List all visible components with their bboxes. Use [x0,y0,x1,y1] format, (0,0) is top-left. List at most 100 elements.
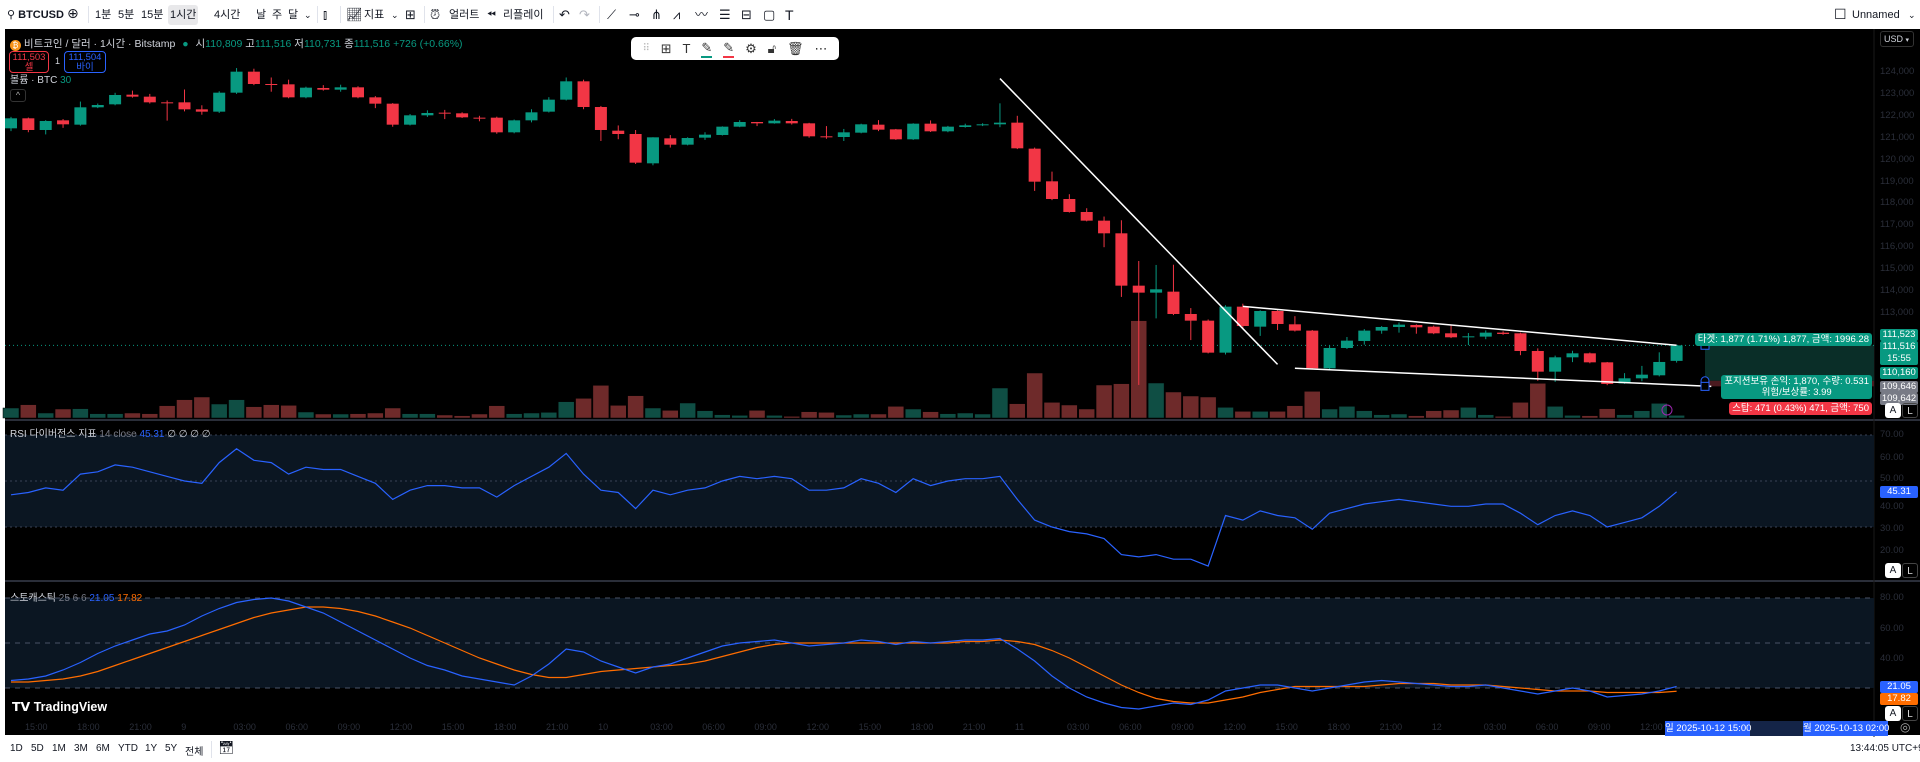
volume-legend: 볼륨 · BTC 30 [10,75,71,87]
interval-chevron-down-icon[interactable]: ⌄ [304,10,312,20]
range-ytd[interactable]: YTD [118,743,138,754]
rsi-log-scale-button[interactable]: L [1902,563,1918,578]
elliott-wave-tool-icon[interactable]: 〰 [695,7,709,22]
interval-4h[interactable]: 4시간 [214,9,241,21]
candle-body [1323,347,1336,369]
volume-bar [870,413,887,419]
buy-button[interactable]: 111,504 바이 [64,51,106,73]
range-6m[interactable]: 6M [96,743,110,754]
range-5d[interactable]: 5D [31,743,44,754]
horizontal-ray-tool-icon[interactable]: ⊸ [629,7,640,22]
layout-checkbox[interactable]: ☐ [1834,6,1847,22]
currency-select[interactable]: USD ▾ [1880,31,1914,47]
candle-body [1445,333,1458,338]
redo-icon[interactable]: ↷ [579,7,590,22]
rsi-legend[interactable]: RSI 다이버전스 지표 14 close 45.31 ∅ ∅ ∅ ∅ [10,425,210,440]
candle-body [542,99,555,112]
interval-15m[interactable]: 15분 [141,9,164,21]
rsi-auto-scale-button[interactable]: A [1885,563,1901,578]
replay-icon[interactable]: ⏪︎ [487,9,496,21]
position-pnl-label[interactable]: 포지션보유 손익: 1,870, 수량: 0.531 위험/보상률: 3.99 [1721,375,1872,399]
interval-1h[interactable]: 1시간 [168,5,199,25]
price-tag-text: 109,646 [1881,381,1917,392]
settings-gear-icon[interactable]: ⚙ [745,40,757,56]
position-target-label[interactable]: 타겟: 1,877 (1.71%) 1,877, 금액: 1996.28 [1694,333,1872,346]
volume-bar [20,404,37,419]
candle-body [1150,289,1163,293]
price-tag: 111,516 15:55 [1880,341,1918,365]
price-tag: 111,523 [1880,329,1918,341]
trash-icon[interactable]: 🗑︎ [787,40,804,56]
time-tick-label: 06:00 [285,722,309,732]
layout-chevron-down-icon[interactable]: ⌄ [1908,10,1916,20]
range-all[interactable]: 전체 [185,747,204,758]
range-1d[interactable]: 1D [10,743,23,754]
stoch-log-scale-button[interactable]: L [1902,706,1918,721]
text-style-icon[interactable]: T [682,41,691,56]
pitchfork-tool-icon[interactable]: ⋔ [651,7,662,22]
symbol-title[interactable]: 비트코인 / 달러 · 1시간 · Bitstamp [23,38,176,50]
candle-body [1306,330,1319,369]
range-5y[interactable]: 5Y [165,743,178,754]
text-tool-icon[interactable]: T [785,7,794,23]
stoch-tick-label: 60.00 [1880,622,1904,634]
log-scale-button[interactable]: L [1902,403,1918,418]
range-3m[interactable]: 3M [74,743,88,754]
stoch-auto-scale-button[interactable]: A [1885,706,1901,721]
sell-label: 셀 [24,62,34,73]
candle-body [681,138,694,145]
search-icon: ⚲ [7,9,16,21]
layout-name[interactable]: Unnamed [1852,9,1900,21]
interval-1m[interactable]: 1분 [95,9,112,21]
drag-handle-icon[interactable]: ⠿ [642,43,650,54]
indicators-button[interactable]: 지표 [364,9,385,21]
market-open-dot-icon: ● [182,38,189,50]
rectangle-tool-icon[interactable]: ▢ [763,7,776,22]
volume-bar [1321,408,1338,419]
candle-body [1236,306,1249,326]
time-tick-label: 06:00 [702,722,725,732]
clock-timezone[interactable]: 13:44:05 UTC+9 [1850,743,1920,754]
undo-icon[interactable]: ↶ [559,7,570,22]
candle-body [629,133,642,163]
compare-symbol-plus-icon[interactable]: ⊕ [67,5,79,21]
fill-color-icon[interactable]: ✎ [723,40,735,58]
symbol-search-button[interactable]: ⚲ BTCUSD [7,5,64,25]
templates-grid-icon[interactable]: ⊞ [405,7,416,22]
alarm-clock-icon[interactable]: ⏰︎ [430,7,441,22]
go-to-date-calendar-icon[interactable]: 📅︎ [218,740,235,755]
volume-bar [1546,406,1564,419]
stoch-legend[interactable]: 스토캐스틱 25 6 6 21.05 17.82 [10,589,142,604]
interval-day[interactable]: 날 [256,9,267,21]
templates-icon[interactable]: ⊞ [660,40,672,56]
range-1m[interactable]: 1M [52,743,66,754]
collapse-legend-chevron-up-icon[interactable]: ^ [10,89,26,102]
pattern-tool-icon[interactable]: ⩘ [673,7,681,22]
interval-month[interactable]: 달 [288,9,299,21]
trend-line-tool-icon[interactable]: ⟋ [607,7,617,22]
auto-scale-button[interactable]: A [1885,403,1901,418]
time-axis-settings-icon[interactable]: ◎ [1900,720,1911,734]
candle-type-icon[interactable]: ⫾ [323,7,328,22]
position-stop-label[interactable]: 스탑: 471 (0.43%) 471, 금액: 750 [1729,402,1872,415]
alert-button[interactable]: 얼러트 [449,9,480,21]
tradingview-logo[interactable]: 𝗧𝗩 TradingView [12,700,107,715]
candle-body [837,132,850,137]
interval-5m[interactable]: 5분 [118,9,135,21]
candle-body [716,126,729,135]
unlock-icon[interactable]: 🔓︎ [767,40,777,56]
more-icon[interactable]: ⋯ [814,40,828,56]
line-color-icon[interactable]: ✎ [701,40,713,58]
range-1y[interactable]: 1Y [145,743,158,754]
replay-button[interactable]: 리플레이 [503,9,544,21]
candle-body [577,81,590,107]
date-range-tool-icon[interactable]: ⊟ [741,7,752,22]
indicators-icon[interactable]: 📈︎ [346,7,363,22]
price-tag: 109,646 [1880,381,1918,393]
indicators-chevron-down-icon[interactable]: ⌄ [391,10,399,20]
fib-retracement-tool-icon[interactable]: ☰ [719,7,731,22]
volume-bar [818,412,835,419]
sell-button[interactable]: 111,503 셀 [9,51,49,73]
interval-week[interactable]: 주 [272,9,283,21]
